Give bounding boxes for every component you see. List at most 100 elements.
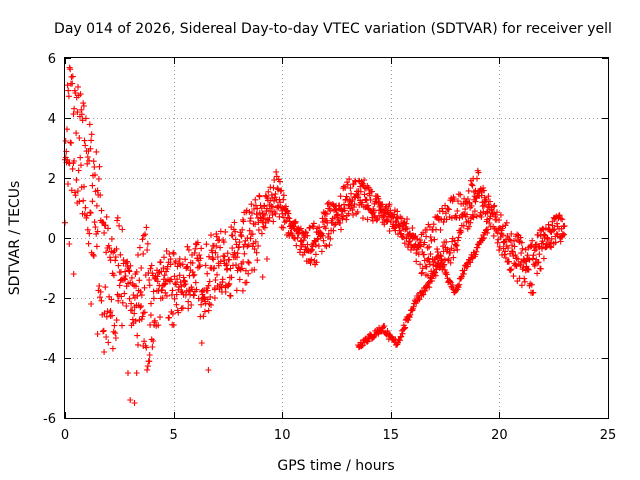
- sdtvar-point-b: [71, 189, 78, 196]
- sdtvar-point-b: [84, 226, 91, 233]
- sdtvar-point-a: [89, 182, 96, 189]
- sdtvar-point-b: [297, 238, 304, 245]
- sdtvar-point-b: [182, 291, 189, 298]
- sdtvar-point-b: [310, 240, 317, 247]
- sdtvar-point-a: [518, 239, 525, 246]
- sdtvar-point-b: [81, 183, 87, 190]
- sdtvar-point-b: [559, 230, 566, 237]
- sdtvar-point-b: [103, 334, 110, 340]
- sdtvar-point-b: [154, 278, 161, 285]
- sdtvar-point-b: [198, 301, 205, 308]
- sdtvar-point-b: [318, 248, 325, 255]
- sdtvar-point-b: [468, 181, 475, 188]
- sdtvar-point-a: [90, 158, 97, 165]
- sdtvar-point-a: [324, 200, 331, 207]
- sdtvar-point-b: [454, 208, 461, 214]
- sdtvar-point-a: [97, 192, 104, 199]
- sdtvar-point-b: [407, 230, 414, 237]
- sdtvar-point-c: [378, 328, 385, 335]
- sdtvar-point-a: [256, 209, 263, 216]
- sdtvar-point-a: [133, 268, 140, 275]
- sdtvar-point-c: [433, 266, 440, 273]
- sdtvar-point-a: [539, 245, 545, 252]
- sdtvar-point-c: [401, 325, 408, 332]
- sdtvar-point-b: [531, 262, 538, 269]
- sdtvar-point-b: [246, 260, 252, 266]
- sdtvar-point-b: [105, 339, 112, 346]
- sdtvar-point-a: [65, 87, 72, 94]
- sdtvar-point-b: [68, 187, 75, 194]
- sdtvar-point-b: [507, 267, 514, 274]
- sdtvar-point-b: [518, 258, 525, 265]
- sdtvar-point-b: [391, 211, 398, 218]
- sdtvar-point-b: [509, 248, 516, 255]
- sdtvar-point-b: [192, 279, 199, 286]
- sdtvar-point-a: [162, 289, 169, 296]
- sdtvar-point-a: [529, 237, 536, 244]
- sdtvar-point-a: [137, 288, 144, 295]
- sdtvar-point-b: [212, 249, 219, 256]
- sdtvar-point-b: [111, 322, 118, 329]
- sdtvar-point-b: [211, 242, 217, 249]
- sdtvar-point-b: [220, 239, 227, 246]
- sdtvar-point-a: [103, 213, 110, 220]
- sdtvar-point-c: [399, 330, 406, 337]
- sdtvar-point-a: [447, 249, 454, 256]
- sdtvar-point-a: [88, 137, 95, 144]
- sdtvar-point-b: [158, 287, 165, 294]
- sdtvar-point-a: [208, 232, 214, 239]
- sdtvar-point-c: [398, 333, 405, 340]
- sdtvar-point-c: [460, 271, 467, 277]
- sdtvar-point-b: [325, 230, 332, 237]
- sdtvar-point-a: [454, 237, 461, 244]
- sdtvar-point-b: [285, 210, 292, 217]
- sdtvar-point-b: [483, 197, 490, 204]
- sdtvar-point-a: [542, 225, 549, 232]
- sdtvar-point-a: [99, 219, 106, 226]
- sdtvar-point-a: [437, 252, 444, 259]
- sdtvar-point-b: [322, 225, 329, 232]
- sdtvar-point-a: [172, 258, 179, 265]
- sdtvar-point-b: [69, 165, 76, 172]
- sdtvar-point-b: [154, 267, 160, 274]
- sdtvar-point-b: [471, 189, 477, 195]
- sdtvar-point-outlier: [259, 274, 266, 280]
- sdtvar-point-a: [144, 240, 151, 247]
- sdtvar-point-c: [410, 303, 417, 310]
- sdtvar-point-c: [443, 271, 450, 278]
- sdtvar-point-b: [442, 202, 449, 209]
- sdtvar-point-b: [465, 187, 472, 194]
- sdtvar-point-a: [449, 238, 456, 245]
- sdtvar-point-a: [74, 109, 81, 116]
- sdtvar-point-b: [164, 263, 171, 270]
- sdtvar-point-b: [147, 312, 154, 319]
- sdtvar-point-b: [488, 206, 495, 213]
- sdtvar-point-a: [537, 233, 544, 239]
- sdtvar-point-a: [444, 246, 451, 253]
- sdtvar-point-a: [70, 111, 77, 118]
- sdtvar-point-b: [469, 182, 476, 189]
- sdtvar-point-a: [335, 211, 341, 218]
- sdtvar-point-a: [82, 115, 89, 122]
- sdtvar-point-a: [427, 251, 434, 258]
- sdtvar-point-b: [124, 258, 131, 265]
- sdtvar-point-c: [479, 236, 486, 242]
- sdtvar-point-b: [363, 197, 369, 204]
- sdtvar-point-a: [225, 282, 232, 288]
- sdtvar-point-c: [474, 244, 481, 251]
- sdtvar-point-b: [464, 196, 471, 202]
- sdtvar-point-c: [449, 282, 456, 288]
- sdtvar-point-b: [223, 266, 230, 273]
- sdtvar-point-a: [62, 138, 69, 144]
- sdtvar-point-b: [227, 292, 234, 299]
- sdtvar-point-a: [384, 218, 391, 225]
- sdtvar-point-a: [102, 222, 109, 229]
- sdtvar-point-a: [503, 219, 510, 226]
- sdtvar-point-a: [78, 106, 85, 113]
- sdtvar-point-a: [71, 105, 78, 112]
- sdtvar-point-c: [378, 327, 384, 334]
- sdtvar-point-b: [76, 198, 83, 205]
- sdtvar-point-b: [392, 218, 399, 225]
- sdtvar-point-a: [269, 204, 276, 210]
- sdtvar-point-b: [215, 260, 222, 267]
